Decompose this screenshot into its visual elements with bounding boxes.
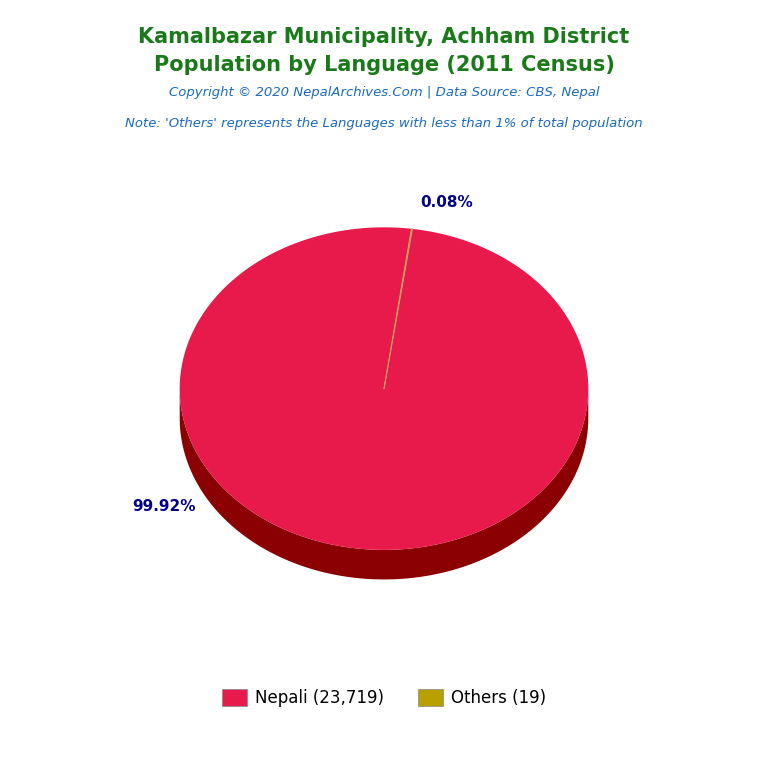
Text: 0.08%: 0.08%: [420, 195, 473, 210]
Legend: Nepali (23,719), Others (19): Nepali (23,719), Others (19): [215, 682, 553, 713]
Text: 99.92%: 99.92%: [132, 499, 195, 515]
Text: Note: 'Others' represents the Languages with less than 1% of total population: Note: 'Others' represents the Languages …: [125, 117, 643, 130]
Text: Population by Language (2011 Census): Population by Language (2011 Census): [154, 55, 614, 75]
Polygon shape: [180, 387, 588, 579]
Text: Kamalbazar Municipality, Achham District: Kamalbazar Municipality, Achham District: [138, 27, 630, 47]
Polygon shape: [180, 227, 588, 550]
Polygon shape: [384, 229, 412, 389]
Text: Copyright © 2020 NepalArchives.Com | Data Source: CBS, Nepal: Copyright © 2020 NepalArchives.Com | Dat…: [169, 86, 599, 99]
